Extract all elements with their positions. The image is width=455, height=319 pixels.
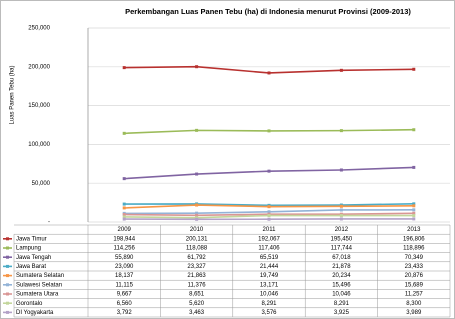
- series-line: [122, 65, 416, 75]
- table-value: 11,376: [188, 282, 207, 288]
- legend-marker: [6, 246, 9, 250]
- table-value: 117,406: [258, 246, 280, 252]
- table-value: 3,792: [117, 310, 133, 316]
- series-line: [122, 128, 416, 135]
- table-value: 55,890: [115, 255, 134, 261]
- table-value: 21,878: [332, 264, 351, 270]
- legend-marker: [6, 310, 9, 314]
- table-value: 8,291: [334, 301, 350, 307]
- table-value: 23,090: [115, 264, 134, 270]
- legend-label: Sumatera Selatan: [16, 273, 64, 279]
- table-value: 3,463: [189, 310, 205, 316]
- table-value: 3,576: [261, 310, 277, 316]
- y-tick-label: 50,000: [32, 181, 51, 187]
- table-value: 10,046: [260, 292, 279, 298]
- table-value: 200,131: [186, 236, 208, 242]
- legend-label: Gorontalo: [16, 301, 43, 307]
- legend-label: Lampung: [16, 246, 41, 252]
- table-value: 118,896: [403, 246, 425, 252]
- table-value: 11,257: [405, 292, 424, 298]
- table-value: 198,944: [113, 236, 135, 242]
- x-tick-label: 2012: [335, 227, 349, 233]
- y-tick-label: 250,000: [28, 26, 50, 32]
- legend-marker: [6, 255, 9, 259]
- table-value: 70,349: [405, 255, 424, 261]
- table-value: 19,749: [260, 273, 279, 279]
- table-value: 9,667: [117, 292, 133, 298]
- table-value: 15,496: [332, 282, 351, 288]
- table-value: 8,300: [406, 301, 422, 307]
- y-tick-label: -: [48, 220, 50, 226]
- legend-label: Sumatera Utara: [16, 292, 59, 298]
- legend-marker: [6, 283, 9, 287]
- table-value: 21,444: [260, 264, 279, 270]
- x-tick-label: 2010: [190, 227, 204, 233]
- legend-label: DI Yogyakarta: [16, 310, 54, 316]
- x-tick-label: 2013: [407, 227, 421, 233]
- table-value: 21,863: [187, 273, 206, 279]
- series-line: [122, 165, 416, 181]
- table-value: 3,925: [334, 310, 350, 316]
- legend-label: Sulawesi Selatan: [16, 282, 62, 288]
- table-value: 20,876: [405, 273, 424, 279]
- table-value: 6,560: [117, 301, 133, 307]
- table-value: 195,450: [331, 236, 353, 242]
- y-axis-label: Luas Panen Tebu (ha): [10, 66, 16, 125]
- table-value: 118,088: [186, 246, 208, 252]
- table-value: 65,519: [260, 255, 279, 261]
- table-value: 117,744: [331, 246, 353, 252]
- x-tick-label: 2011: [263, 227, 277, 233]
- table-value: 11,115: [115, 282, 133, 288]
- y-tick-label: 200,000: [28, 64, 50, 70]
- table-value: 10,046: [332, 292, 351, 298]
- table-value: 196,806: [403, 236, 425, 242]
- table-value: 114,256: [114, 246, 136, 252]
- legend-label: Jawa Tengah: [16, 255, 51, 261]
- table-value: 5,620: [189, 301, 205, 307]
- table-value: 67,018: [332, 255, 351, 261]
- table-value: 13,171: [260, 282, 279, 288]
- table-value: 61,792: [187, 255, 206, 261]
- table-value: 18,137: [115, 273, 134, 279]
- legend-marker: [6, 274, 9, 278]
- legend-marker: [6, 264, 9, 268]
- table-value: 15,689: [405, 282, 424, 288]
- legend-marker: [6, 301, 9, 305]
- table-value: 20,234: [332, 273, 351, 279]
- legend-label: Jawa Barat: [16, 264, 46, 270]
- legend-label: Jawa Timur: [16, 236, 47, 242]
- table-value: 3,989: [406, 310, 422, 316]
- legend-marker: [6, 292, 9, 296]
- x-tick-label: 2009: [118, 227, 132, 233]
- table-value: 23,327: [187, 264, 206, 270]
- legend-marker: [6, 237, 9, 241]
- chart-title: Perkembangan Luas Panen Tebu (ha) di Ind…: [125, 7, 411, 16]
- series-line: [122, 214, 416, 220]
- series-line: [122, 203, 416, 210]
- y-tick-label: 100,000: [28, 142, 50, 148]
- table-value: 192,067: [258, 236, 280, 242]
- y-tick-label: 150,000: [28, 103, 50, 109]
- table-value: 8,651: [189, 292, 205, 298]
- table-value: 23,433: [405, 264, 424, 270]
- table-value: 8,291: [261, 301, 277, 307]
